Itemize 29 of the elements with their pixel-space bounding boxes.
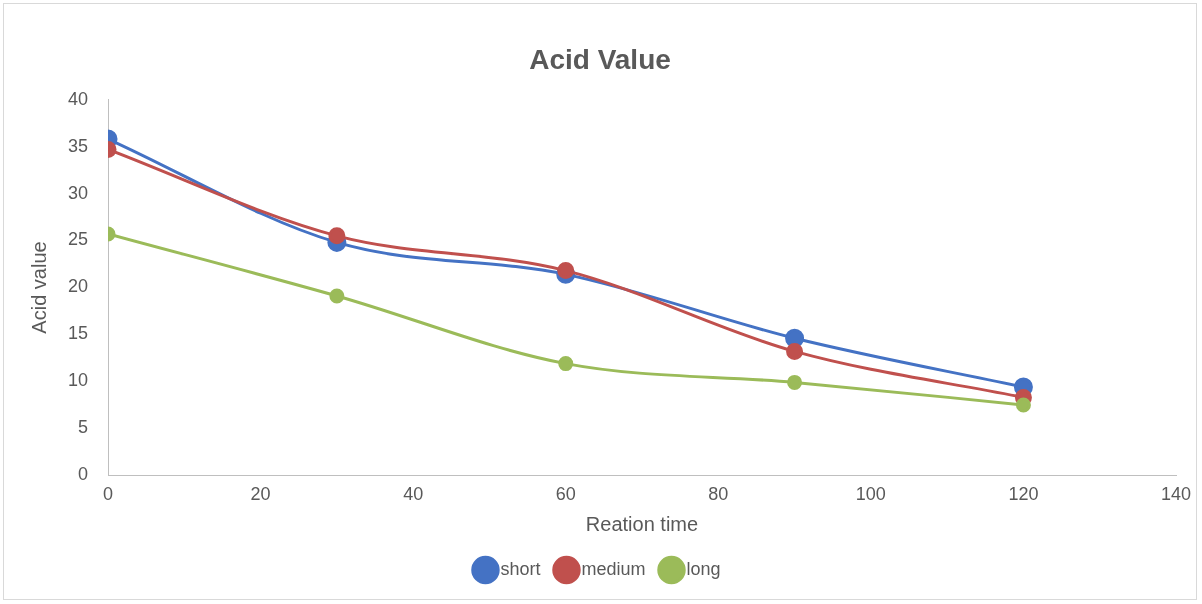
x-axis-title: Reation time [585,512,699,535]
y-axis-title: Acid value [27,241,50,334]
point [558,356,574,372]
y-tick-label: 40 [67,88,89,109]
y-tick-label: 0 [78,464,89,485]
legend-label: long [686,558,721,579]
y-tick-label: 30 [67,182,89,203]
point [1015,397,1031,413]
legend-label: medium [581,558,646,579]
x-tick-label: 100 [855,484,886,505]
x-tick-label: 0 [103,484,114,505]
x-tick-label: 80 [708,484,729,505]
legend-label: short [500,558,541,579]
x-tick-label: 40 [403,484,424,505]
point [329,288,345,304]
x-tick-label: 120 [1008,484,1039,505]
point [786,342,804,360]
y-tick-label: 35 [67,135,89,156]
y-tick-label: 5 [78,417,89,438]
x-tick-label: 140 [1160,484,1192,505]
y-tick-label: 25 [67,229,89,250]
x-tick-label: 60 [555,484,576,505]
y-tick-label: 10 [67,370,89,391]
point [787,374,803,390]
chart-title: Acid Value [529,43,671,75]
y-tick-label: 20 [67,276,89,297]
point [328,227,346,245]
x-tick-label: 20 [250,484,271,505]
y-tick-label: 15 [67,323,89,344]
